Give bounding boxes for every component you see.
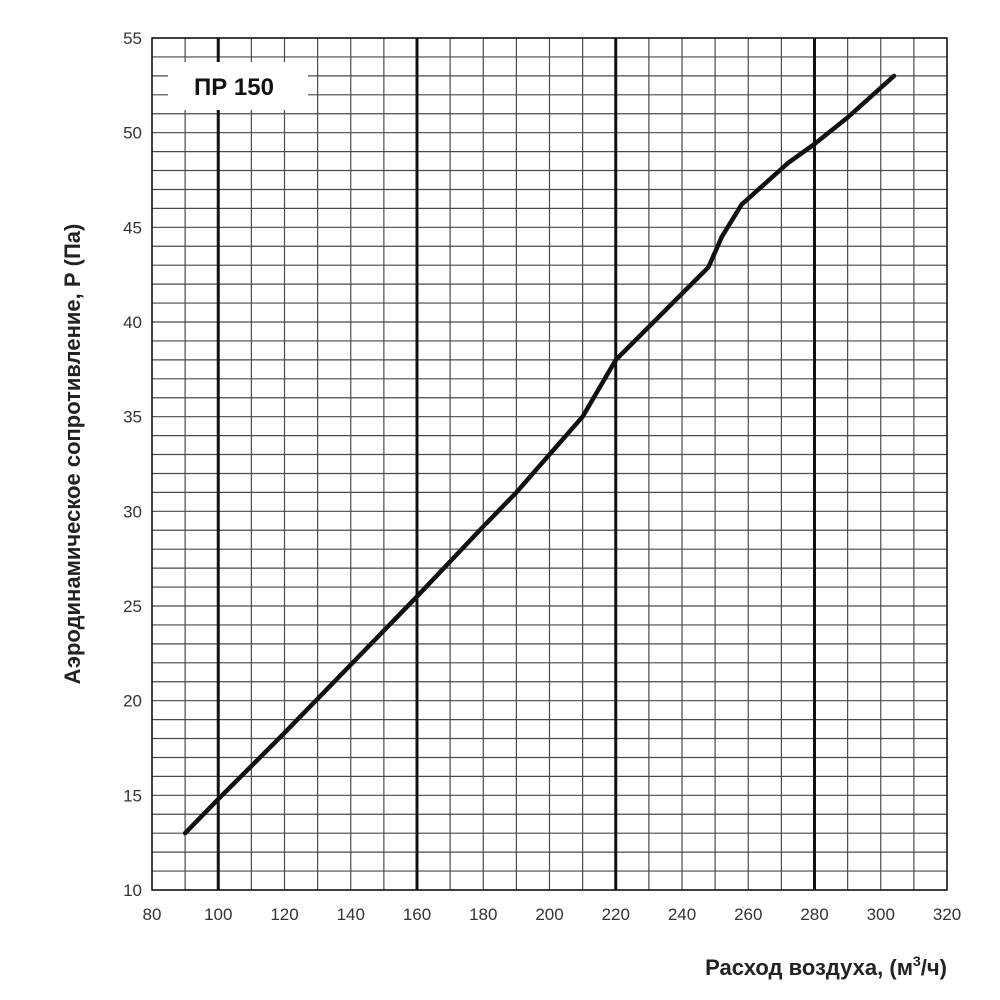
plot-frame (151, 37, 948, 891)
x-axis-title-tail: /ч) (921, 955, 947, 980)
x-tick-label: 120 (270, 905, 298, 924)
series-badge: ПР 150 (168, 62, 308, 110)
y-tick-label: 45 (123, 218, 142, 237)
y-tick-label: 15 (123, 786, 142, 805)
y-tick-label: 35 (123, 408, 142, 427)
x-tick-label: 140 (337, 905, 365, 924)
x-tick-label: 200 (535, 905, 563, 924)
x-tick-labels: 80 100 120 140 160 180 200 220 240 260 280 300 320 (143, 905, 962, 924)
grid-minor (151, 37, 948, 891)
series-badge-background (168, 62, 308, 110)
y-tick-label: 50 (123, 124, 142, 143)
x-tick-label: 160 (403, 905, 431, 924)
y-tick-label: 20 (123, 692, 142, 711)
y-tick-labels: 10 15 20 25 30 35 40 45 50 55 (123, 29, 142, 900)
y-tick-label: 10 (123, 881, 142, 900)
x-axis-title-main: Расход воздуха, (м (705, 955, 913, 980)
y-tick-label: 40 (123, 313, 142, 332)
x-tick-label: 240 (668, 905, 696, 924)
x-axis-title: Расход воздуха, (м3/ч) (705, 953, 947, 980)
x-tick-label: 180 (469, 905, 497, 924)
series-line (182, 73, 897, 836)
grid-major (216, 38, 816, 890)
y-tick-label: 25 (123, 597, 142, 616)
x-axis-title-superscript: 3 (913, 953, 921, 969)
x-tick-label: 300 (867, 905, 895, 924)
x-tick-label: 260 (734, 905, 762, 924)
y-axis-title: Аэродинамическое сопротивление, Р (Па) (60, 224, 85, 685)
x-tick-label: 220 (602, 905, 630, 924)
x-tick-label: 320 (933, 905, 961, 924)
series-layer (182, 73, 897, 836)
x-tick-label: 80 (143, 905, 162, 924)
series-badge-label: ПР 150 (194, 74, 274, 101)
x-tick-label: 100 (204, 905, 232, 924)
y-tick-label: 30 (123, 502, 142, 521)
y-tick-label: 55 (123, 29, 142, 48)
x-tick-label: 280 (800, 905, 828, 924)
